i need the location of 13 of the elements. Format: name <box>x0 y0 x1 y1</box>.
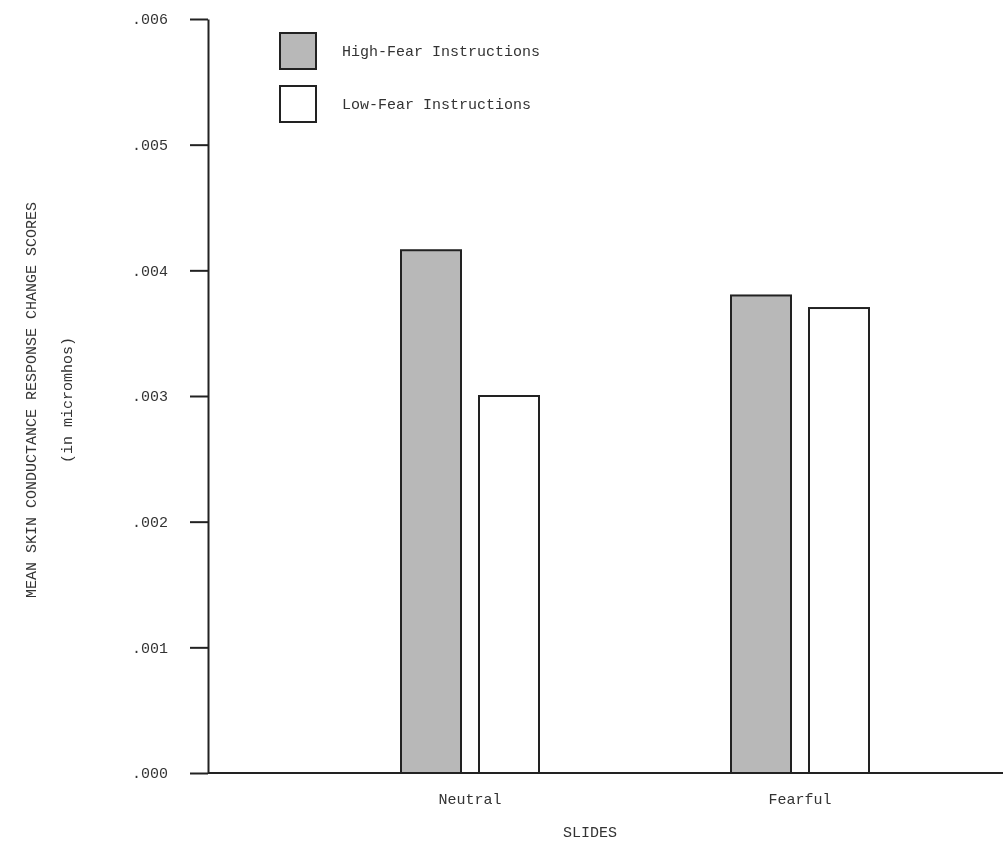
y-tick-label: .002 <box>131 514 168 532</box>
y-tick-label: .006 <box>131 12 168 30</box>
y-tick-label: .005 <box>131 137 168 155</box>
x-tick-label: Neutral <box>438 791 502 809</box>
legend-label: Low-Fear Instructions <box>342 97 532 114</box>
legend-label: High-Fear Instructions <box>342 44 541 61</box>
text: MEAN SKIN CONDUCTANCE RESPONSE CHANGE SCORES (in micromhos) <box>24 201 77 599</box>
y-tick-label: .004 <box>131 263 168 281</box>
y-tick-label: .001 <box>131 640 168 658</box>
y-tick-label: .003 <box>131 389 168 407</box>
x-tick-label: Fearful <box>768 791 832 809</box>
x-axis-title: SLIDES <box>562 825 618 842</box>
y-tick-label: .000 <box>131 766 168 784</box>
